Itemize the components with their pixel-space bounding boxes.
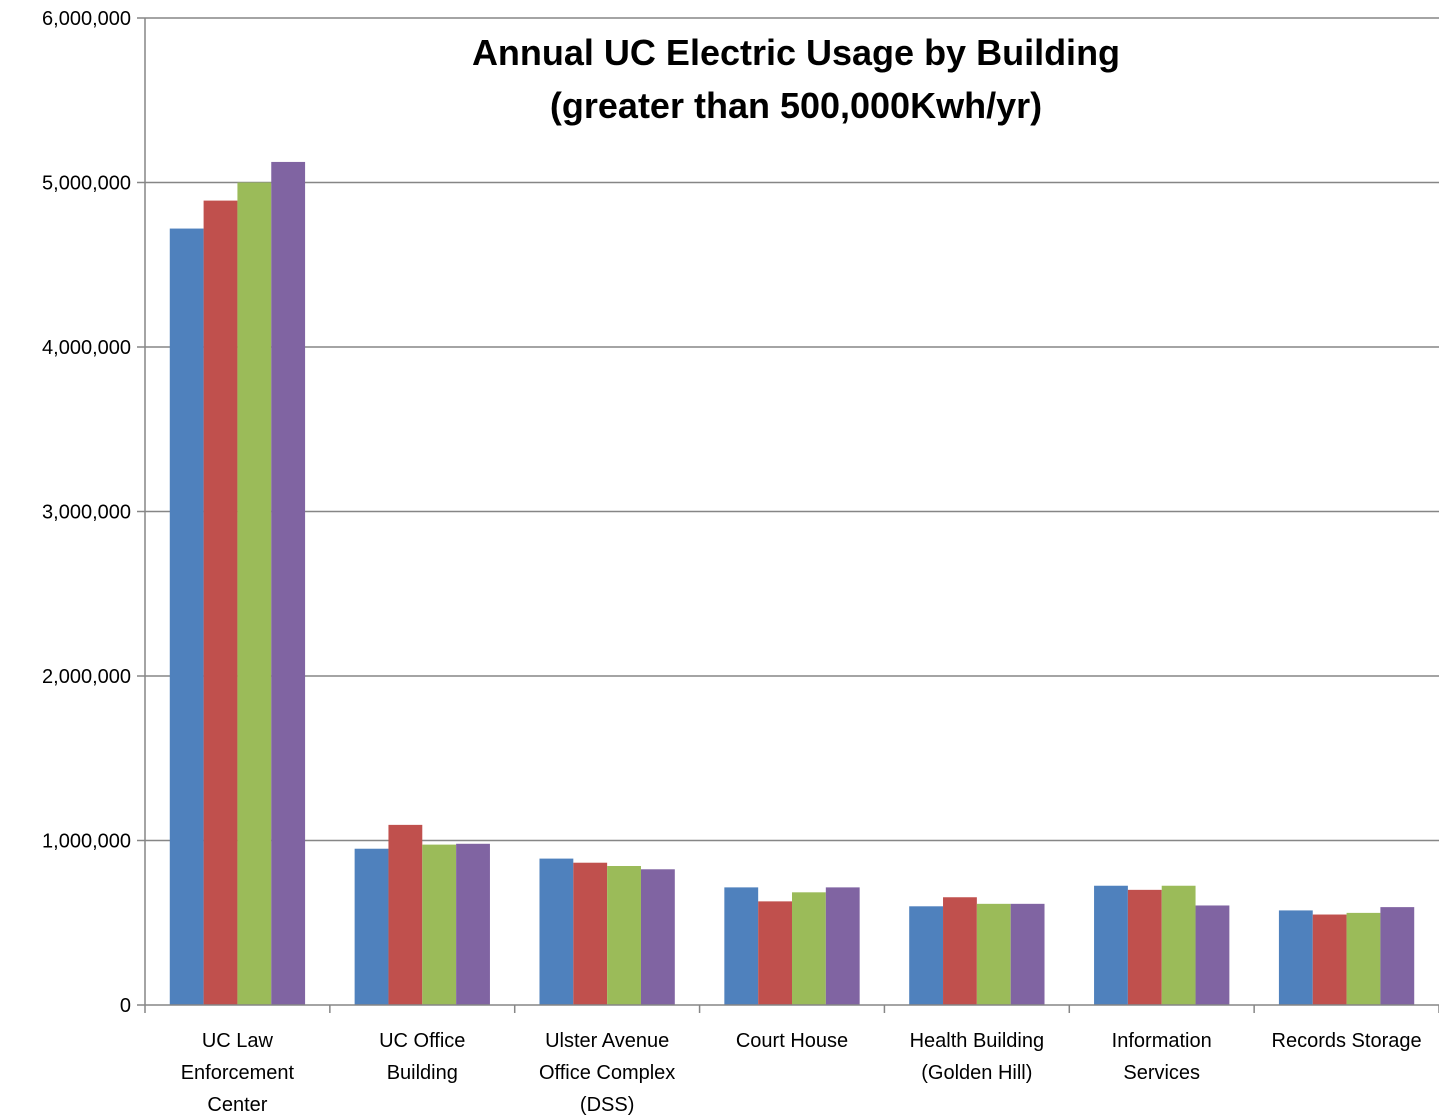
category-label-0-0: UC Law xyxy=(202,1030,274,1052)
bar-6-0 xyxy=(1278,910,1313,1005)
bar-2-3 xyxy=(640,869,675,1005)
bar-2-2 xyxy=(607,865,641,1005)
bar-4-3 xyxy=(1010,903,1045,1005)
y-tick-label-6: 6,000,000 xyxy=(42,8,131,30)
bar-5-2 xyxy=(1161,885,1196,1005)
category-label-5-0: Information xyxy=(1112,1030,1212,1052)
bar-1-0 xyxy=(354,848,389,1005)
bar-4-0 xyxy=(909,906,944,1005)
bar-5-0 xyxy=(1094,885,1128,1005)
category-label-2-0: Ulster Avenue xyxy=(545,1030,669,1052)
category-label-5-1: Services xyxy=(1123,1062,1200,1084)
gridlines xyxy=(145,17,1439,842)
category-label-4-0: Health Building xyxy=(910,1030,1045,1052)
y-tick-label-5: 5,000,000 xyxy=(42,173,131,195)
bar-0-3 xyxy=(271,161,306,1005)
axes xyxy=(137,17,1439,1013)
bar-4-2 xyxy=(976,903,1011,1005)
bar-1-1 xyxy=(388,824,423,1005)
bar-1-3 xyxy=(456,843,490,1005)
bar-2-1 xyxy=(573,862,608,1005)
category-label-1-1: Building xyxy=(387,1062,458,1084)
bar-3-3 xyxy=(825,887,860,1005)
category-label-0-1: Enforcement xyxy=(181,1062,295,1084)
y-tick-label-2: 2,000,000 xyxy=(42,666,131,688)
bar-5-3 xyxy=(1195,905,1230,1005)
category-label-2-1: Office Complex xyxy=(539,1062,675,1084)
y-tick-label-4: 4,000,000 xyxy=(42,337,131,359)
bar-6-2 xyxy=(1346,912,1381,1005)
bar-5-1 xyxy=(1127,889,1162,1005)
category-label-2-2: (DSS) xyxy=(580,1094,634,1116)
bar-0-1 xyxy=(203,200,238,1006)
category-label-0-2: Center xyxy=(207,1094,267,1116)
bar-6-1 xyxy=(1312,914,1347,1005)
bar-0-2 xyxy=(237,182,272,1005)
category-label-6-0: Records Storage xyxy=(1272,1030,1422,1052)
y-tick-labels: 0 1,000,000 2,000,000 3,000,000 4,000,000 5,0… xyxy=(42,8,131,1017)
y-tick-label-3: 3,000,000 xyxy=(42,502,131,524)
y-tick-label-0: 0 xyxy=(120,995,131,1017)
bar-4-1 xyxy=(943,897,977,1005)
bar-2-0 xyxy=(539,858,574,1005)
bar-6-3 xyxy=(1380,907,1415,1005)
chart-title-line-2: (greater than 500,000Kwh/yr) xyxy=(550,85,1042,126)
category-labels: UC Law Enforcement Center UC Office Building… xyxy=(181,1030,1422,1116)
bar-1-2 xyxy=(422,844,457,1005)
category-label-1-0: UC Office xyxy=(379,1030,465,1052)
category-label-3-0: Court House xyxy=(736,1030,848,1052)
bar-3-2 xyxy=(792,892,826,1005)
bar-0-0 xyxy=(169,228,204,1005)
bars xyxy=(169,161,1415,1006)
bar-3-1 xyxy=(758,901,792,1005)
category-label-4-1: (Golden Hill) xyxy=(921,1062,1032,1084)
chart-title-line-1: Annual UC Electric Usage by Building xyxy=(472,32,1120,73)
y-tick-label-1: 1,000,000 xyxy=(42,831,131,853)
bar-3-0 xyxy=(724,887,759,1005)
